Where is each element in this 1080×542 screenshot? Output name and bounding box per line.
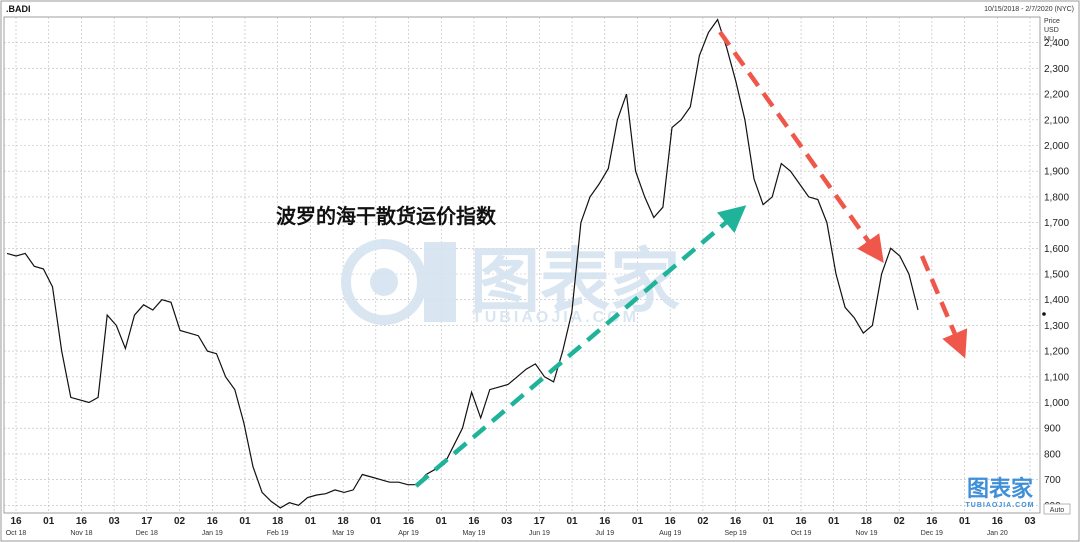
x-tick-month: Jan 19 <box>202 530 223 537</box>
x-tick-day: 18 <box>861 516 873 527</box>
rise-arrow <box>414 205 747 488</box>
badi-line <box>6 18 919 509</box>
x-tick-day: 02 <box>697 516 709 527</box>
x-tick-day: 16 <box>207 516 219 527</box>
y-tick-label: 900 <box>1044 424 1061 435</box>
logo: 图表家 TUBIAOJIA.COM <box>966 476 1035 509</box>
x-tick-month: Jul 19 <box>595 530 614 537</box>
date-range-label: 10/15/2018 - 2/7/2020 (NYC) <box>984 6 1074 13</box>
y-tick-label: 1,500 <box>1044 269 1069 280</box>
y-tick-label: 800 <box>1044 449 1061 460</box>
logo-text: 图表家 <box>967 476 1034 502</box>
x-tick-day: 17 <box>534 516 546 527</box>
y-tick-label: 1,700 <box>1044 218 1069 229</box>
y-tick-label: 1,200 <box>1044 347 1069 358</box>
plot-area <box>3 16 1041 514</box>
x-tick-day: 01 <box>959 516 971 527</box>
y-tick-label: 1,900 <box>1044 167 1069 178</box>
y-axis: 6007008009001,0001,1001,2001,3001,4001,5… <box>1044 38 1069 512</box>
x-tick-month: Nov 18 <box>70 530 92 537</box>
x-tick-day: 01 <box>239 516 251 527</box>
x-tick-day: 01 <box>305 516 317 527</box>
x-tick-month: Oct 19 <box>791 530 812 537</box>
unit-label-nu: NU <box>1044 36 1054 43</box>
x-tick-day: 16 <box>665 516 677 527</box>
y-tick-label: 2,200 <box>1044 90 1069 101</box>
y-tick-label: 1,800 <box>1044 192 1069 203</box>
x-tick-month: Feb 19 <box>267 530 289 537</box>
series-symbol: .BADI <box>6 4 31 14</box>
x-tick-month: Nov 19 <box>855 530 877 537</box>
y-tick-label: 1,600 <box>1044 244 1069 255</box>
x-tick-day: 01 <box>567 516 579 527</box>
x-tick-day: 02 <box>894 516 906 527</box>
x-tick-day: 16 <box>730 516 742 527</box>
y-tick-label: 1,400 <box>1044 295 1069 306</box>
chart-annotation: 波罗的海干散货运价指数 <box>276 204 497 228</box>
x-tick-day: 02 <box>174 516 186 527</box>
x-tick-day: 01 <box>370 516 382 527</box>
y-tick-label: 1,000 <box>1044 398 1069 409</box>
y-tick-label: 2,400 <box>1044 38 1069 49</box>
watermark-subtext: TUBIAOJIA.COM <box>472 309 639 326</box>
x-tick-month: Oct 18 <box>6 530 27 537</box>
x-axis: 16 Oct 18 01 16 Nov 18 03 17 Dec 18 02 16 Jan 19 01… <box>6 516 1036 537</box>
x-tick-day: 03 <box>1024 516 1036 527</box>
x-tick-month: May 19 <box>462 530 485 537</box>
x-tick-month: Sep 19 <box>725 530 747 537</box>
x-tick-day: 01 <box>43 516 55 527</box>
grid <box>4 17 1040 513</box>
x-tick-day: 01 <box>828 516 840 527</box>
x-tick-month: Dec 18 <box>136 530 158 537</box>
x-tick-month: Mar 19 <box>332 530 354 537</box>
x-tick-month: Dec 19 <box>921 530 943 537</box>
y-tick-label: 2,300 <box>1044 64 1069 75</box>
y-tick-label: 700 <box>1044 475 1061 486</box>
x-tick-month: Aug 19 <box>659 530 681 537</box>
auto-label: Auto <box>1050 507 1065 514</box>
unit-label-usd: USD <box>1044 27 1059 34</box>
y-tick-label: 1,100 <box>1044 372 1069 383</box>
y-tick-label: 2,000 <box>1044 141 1069 152</box>
x-tick-day: 16 <box>795 516 807 527</box>
y-tick-label: 2,100 <box>1044 115 1069 126</box>
last-value-marker <box>1042 312 1046 316</box>
x-tick-day: 01 <box>763 516 775 527</box>
x-tick-day: 16 <box>468 516 480 527</box>
x-tick-day: 18 <box>272 516 284 527</box>
x-tick-day: 16 <box>599 516 611 527</box>
logo-subtext: TUBIAOJIA.COM <box>966 502 1035 509</box>
x-tick-day: 03 <box>109 516 121 527</box>
x-tick-day: 18 <box>338 516 350 527</box>
x-tick-day: 16 <box>992 516 1004 527</box>
x-tick-day: 01 <box>436 516 448 527</box>
x-tick-day: 17 <box>141 516 153 527</box>
x-tick-month: Jun 19 <box>529 530 550 537</box>
fall-arrow-2 <box>919 255 968 359</box>
unit-label-price: Price <box>1044 18 1060 25</box>
fall-arrow <box>718 30 884 264</box>
x-tick-day: 03 <box>501 516 513 527</box>
x-tick-day: 16 <box>403 516 415 527</box>
x-tick-day: 16 <box>926 516 938 527</box>
x-tick-day: 01 <box>632 516 644 527</box>
y-tick-label: 1,300 <box>1044 321 1069 332</box>
x-tick-day: 16 <box>76 516 88 527</box>
x-tick-day: 16 <box>10 516 22 527</box>
x-tick-month: Apr 19 <box>398 530 419 537</box>
x-tick-month: Jan 20 <box>987 530 1008 537</box>
